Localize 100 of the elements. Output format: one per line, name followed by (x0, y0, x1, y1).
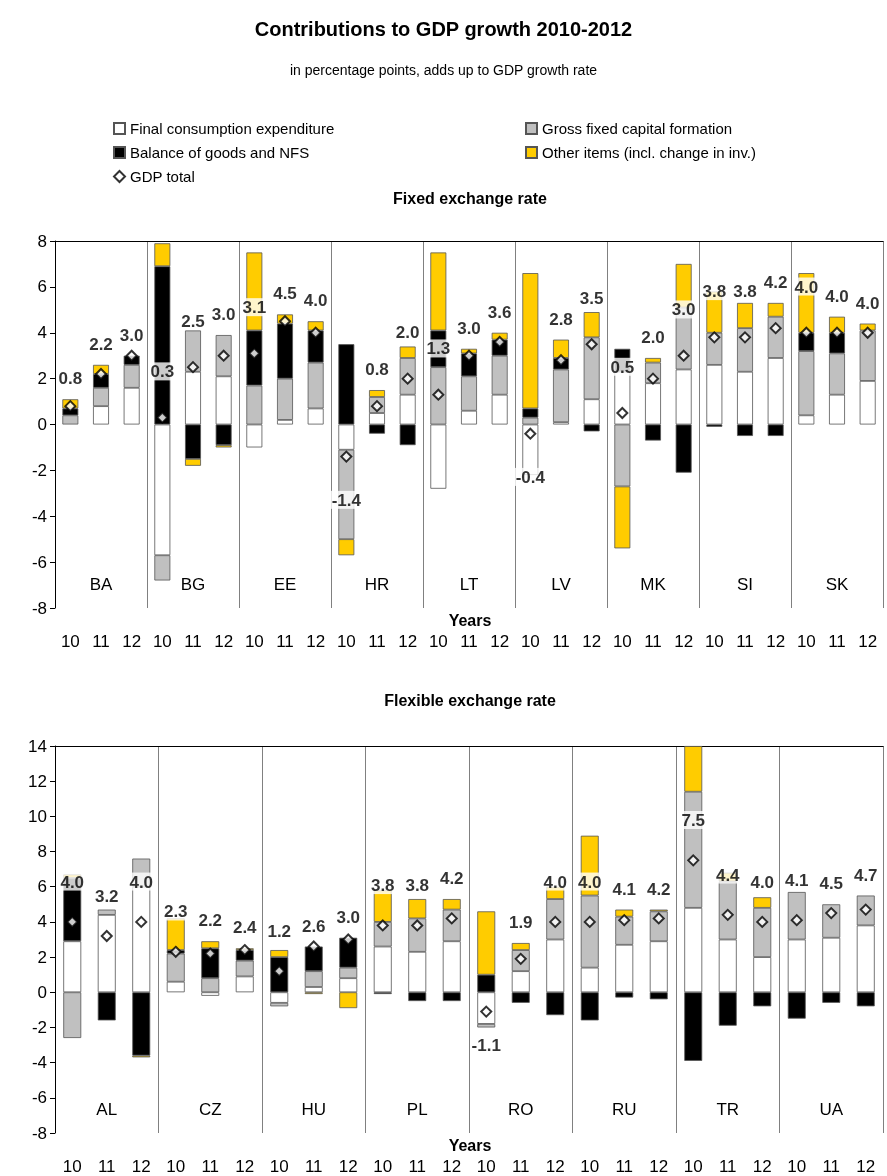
y-tick-label: 0 (37, 415, 47, 434)
x-tick-label: 12 (235, 1157, 255, 1176)
x-tick-label: 12 (858, 632, 878, 651)
data-label: 4.0 (543, 872, 568, 892)
data-label: 2.5 (181, 311, 205, 331)
legend-label: Gross fixed capital formation (542, 120, 733, 137)
x-tick-label: 11 (552, 632, 570, 651)
data-label: 0.8 (365, 360, 389, 380)
data-label: 2.4 (232, 918, 258, 938)
data-label: 1.3 (426, 339, 451, 359)
data-label: 4.2 (439, 869, 464, 889)
x-tick-label: 12 (674, 632, 694, 651)
data-label: 4.0 (825, 286, 849, 306)
data-label: 3.6 (487, 302, 512, 322)
x-tick-label: 10 (796, 632, 816, 651)
y-tick-label: -6 (31, 1088, 47, 1108)
legend-label: Balance of goods and NFS (130, 144, 310, 161)
annotation: LT (459, 574, 479, 594)
data-label: 4.2 (646, 879, 671, 899)
x-tick-label: 12 (545, 1157, 565, 1176)
annotation: BA (89, 574, 113, 594)
data-label: 2.0 (395, 323, 420, 343)
data-label: 2.2 (89, 334, 113, 354)
x-tick-label: 10 (244, 632, 264, 651)
y-tick-label: 4 (37, 323, 47, 343)
x-tick-label: 10 (152, 632, 172, 651)
data-label: 2.6 (301, 916, 326, 936)
legend-label: GDP total (130, 168, 195, 185)
y-tick-label: 2 (37, 947, 47, 967)
y-tick-label: 14 (28, 736, 47, 756)
y-tick-label: -8 (31, 1123, 47, 1143)
x-tick-label: 11 (304, 1157, 323, 1176)
data-label: 4.1 (784, 870, 809, 890)
x-tick-label: 10 (166, 1157, 186, 1176)
data-label: 4.0 (577, 872, 602, 892)
x-tick-label: 12 (752, 1157, 772, 1176)
x-tick-label: 12 (490, 632, 510, 651)
x-tick-label: 11 (408, 1157, 427, 1176)
annotation: EE (273, 574, 297, 594)
annotation: SK (825, 574, 849, 594)
data-label: 4.0 (794, 277, 819, 297)
x-tick-label: 11 (736, 632, 754, 651)
data-label: 4.5 (819, 874, 844, 894)
x-tick-label: 10 (336, 632, 356, 651)
data-label: 4.0 (855, 293, 880, 313)
data-label: 3.8 (702, 282, 727, 302)
y-tick-label: 2 (37, 369, 47, 389)
data-label: 0.5 (610, 357, 635, 377)
y-tick-label: 6 (37, 277, 47, 297)
data-label: 4.0 (60, 872, 85, 892)
x-tick-label: 10 (612, 632, 632, 651)
data-label: 3.0 (671, 300, 696, 320)
x-tick-label: 10 (476, 1157, 496, 1176)
x-tick-label: 12 (442, 1157, 462, 1176)
x-tick-label: 11 (511, 1157, 530, 1176)
data-label: 3.5 (579, 288, 604, 308)
x-tick-label: 12 (649, 1157, 669, 1176)
annotation: LV (551, 574, 572, 594)
x-tick-label: 12 (582, 632, 602, 651)
chart-title: Contributions to GDP growth 2010-2012 (254, 18, 633, 40)
annotation: PL (406, 1099, 428, 1119)
x-tick-label: 11 (718, 1157, 737, 1176)
x-tick-label: 11 (276, 632, 294, 651)
x-tick-label: 10 (704, 632, 724, 651)
legend-label: Final consumption expenditure (130, 120, 335, 137)
annotation: CZ (198, 1099, 222, 1119)
x-tick-label: 12 (766, 632, 786, 651)
x-tick-label: 10 (62, 1157, 82, 1176)
x-tick-label: 12 (131, 1157, 151, 1176)
x-tick-label: 10 (787, 1157, 807, 1176)
y-tick-label: -2 (31, 460, 47, 480)
y-tick-label: 8 (37, 231, 47, 251)
x-tick-label: 11 (644, 632, 662, 651)
data-label: 3.0 (457, 318, 481, 338)
x-tick-label: 11 (828, 632, 846, 651)
annotation: SI (736, 574, 754, 594)
x-tick-label: 10 (269, 1157, 289, 1176)
x-tick-label: 12 (398, 632, 418, 651)
data-label: 0.8 (58, 369, 83, 389)
data-label: -1.4 (331, 490, 362, 510)
data-label: 3.8 (405, 876, 430, 896)
y-tick-label: 0 (37, 982, 47, 1002)
annotation: HU (301, 1099, 327, 1119)
x-tick-label: 12 (306, 632, 326, 651)
data-label: 7.5 (681, 810, 706, 830)
data-label: 2.0 (641, 327, 665, 347)
x-tick-label: 12 (856, 1157, 876, 1176)
y-tick-label: 10 (28, 806, 47, 826)
y-tick-label: -6 (31, 552, 47, 572)
x-tick-label: 11 (822, 1157, 841, 1176)
x-tick-label: 11 (184, 632, 202, 651)
data-label: 3.8 (733, 282, 757, 302)
y-tick-label: -4 (31, 506, 47, 526)
x-tick-label: 10 (683, 1157, 703, 1176)
data-label: 2.3 (163, 902, 188, 922)
data-label: 4.1 (612, 879, 637, 899)
data-label: 4.2 (763, 272, 788, 292)
text: Fixed exchange rate (393, 189, 548, 207)
y-tick-label: 4 (37, 912, 47, 932)
y-tick-label: 8 (37, 842, 47, 862)
